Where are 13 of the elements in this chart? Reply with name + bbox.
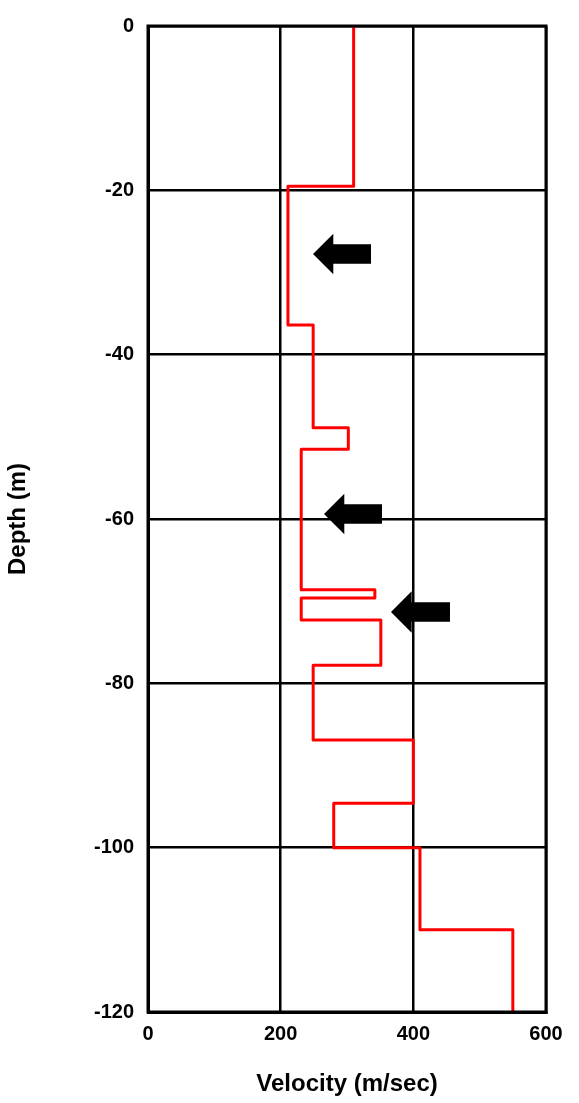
y-tick-label: -20 bbox=[105, 177, 134, 200]
y-tick-label: -60 bbox=[105, 506, 134, 529]
y-tick-label: 0 bbox=[122, 13, 134, 36]
x-tick-label: 400 bbox=[396, 1021, 431, 1044]
x-tick-label: 0 bbox=[142, 1021, 154, 1044]
y-tick-label: -80 bbox=[105, 670, 134, 693]
y-tick-label: -120 bbox=[93, 999, 134, 1022]
y-tick-label: -40 bbox=[105, 342, 134, 365]
x-tick-label: 600 bbox=[529, 1021, 563, 1044]
y-tick-label: -100 bbox=[93, 835, 134, 858]
x-axis-title: Velocity (m/sec) bbox=[256, 1069, 438, 1097]
y-axis-title: Depth (m) bbox=[3, 463, 31, 575]
x-tick-label: 200 bbox=[263, 1021, 298, 1044]
